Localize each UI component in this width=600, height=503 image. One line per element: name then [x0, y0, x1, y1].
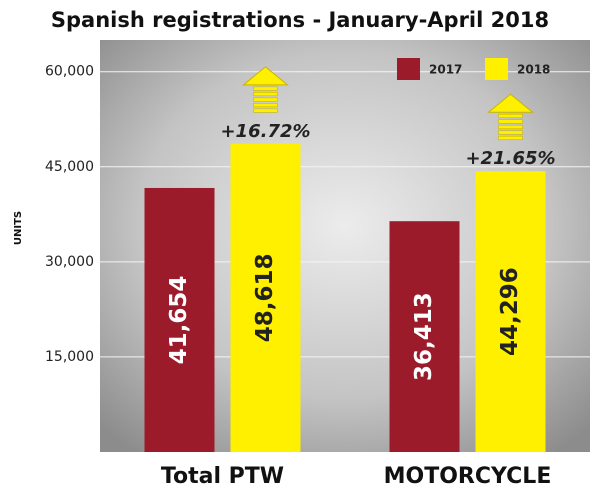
arrow-stripe: [253, 108, 278, 113]
bar: [144, 187, 215, 452]
legend-label: 2018: [517, 63, 550, 77]
y-tick-label: 15,000: [45, 349, 94, 365]
value-label: 41,654: [166, 276, 192, 365]
value-label: 48,618: [252, 254, 278, 343]
arrow-stripe: [253, 103, 278, 108]
bar: [230, 143, 301, 452]
annotation: +16.72%: [220, 121, 310, 142]
value-label: 36,413: [411, 292, 437, 381]
legend-label: 2017: [429, 63, 462, 77]
arrow-stripe: [498, 119, 523, 124]
bar: [475, 171, 546, 452]
arrow-stripe: [498, 124, 523, 130]
arrow-stripe: [498, 113, 523, 119]
chart-title: Spanish registrations - January-April 20…: [51, 8, 549, 32]
bar: [389, 221, 460, 452]
legend-swatch: [485, 58, 508, 80]
arrow-stripe: [498, 130, 523, 135]
y-tick-label: 60,000: [45, 64, 94, 80]
x-tick-label: Total PTW: [161, 464, 284, 489]
arrow-head: [242, 66, 289, 86]
x-tick-label: MOTORCYCLE: [384, 464, 552, 489]
arrow-stripe: [253, 97, 278, 102]
y-tick-label: 30,000: [45, 254, 94, 270]
arrow-stripe: [498, 135, 523, 141]
value-label: 44,296: [497, 267, 523, 356]
annotation: +21.65%: [465, 148, 555, 169]
y-axis-label: UNITS: [13, 211, 24, 245]
legend-swatch: [397, 58, 420, 80]
arrow-stripe: [253, 86, 278, 91]
arrow-head: [487, 93, 534, 113]
arrow-stripe: [253, 92, 278, 97]
y-tick-label: 45,000: [45, 159, 94, 175]
